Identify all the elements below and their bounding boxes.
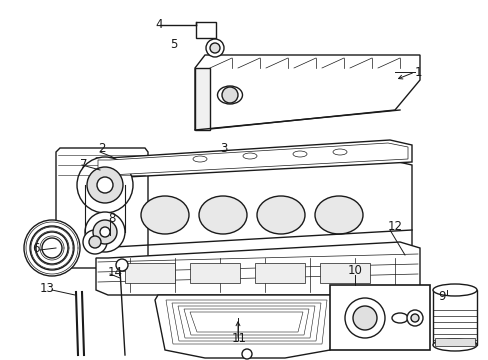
Text: 9: 9	[437, 289, 445, 302]
Polygon shape	[195, 68, 209, 130]
Text: 1: 1	[414, 66, 422, 78]
Polygon shape	[178, 306, 314, 338]
Ellipse shape	[217, 86, 242, 104]
Bar	[432, 290, 476, 345]
Circle shape	[345, 298, 384, 338]
Circle shape	[42, 238, 62, 258]
Polygon shape	[96, 242, 419, 295]
Circle shape	[410, 314, 418, 322]
Polygon shape	[96, 140, 411, 178]
Circle shape	[36, 232, 68, 264]
Ellipse shape	[141, 196, 189, 234]
Circle shape	[209, 43, 220, 53]
Circle shape	[77, 157, 133, 213]
Bar	[329, 285, 429, 350]
Bar	[196, 22, 216, 38]
Ellipse shape	[391, 313, 407, 323]
Text: 4: 4	[155, 18, 162, 31]
Text: 12: 12	[387, 220, 402, 233]
Bar	[190, 263, 240, 283]
Ellipse shape	[314, 196, 362, 234]
Circle shape	[85, 212, 125, 252]
Circle shape	[87, 167, 123, 203]
Circle shape	[406, 310, 422, 326]
Polygon shape	[190, 312, 303, 332]
Circle shape	[89, 236, 101, 248]
Text: 14: 14	[108, 266, 123, 279]
Text: 3: 3	[220, 141, 227, 154]
Polygon shape	[172, 303, 320, 341]
Circle shape	[205, 39, 224, 57]
Text: 10: 10	[347, 264, 362, 276]
Circle shape	[30, 226, 74, 270]
Text: 13: 13	[40, 282, 55, 294]
Circle shape	[222, 87, 238, 103]
Ellipse shape	[292, 151, 306, 157]
Ellipse shape	[199, 196, 246, 234]
Text: 6: 6	[32, 242, 40, 255]
Text: 11: 11	[231, 332, 246, 345]
Text: 8: 8	[108, 211, 115, 225]
Circle shape	[116, 259, 128, 271]
Polygon shape	[195, 55, 419, 130]
Bar	[319, 263, 369, 283]
Bar	[434, 338, 474, 346]
Text: 2: 2	[98, 141, 105, 154]
Polygon shape	[155, 295, 339, 358]
Bar	[125, 263, 175, 283]
Circle shape	[352, 306, 376, 330]
Text: 5: 5	[170, 37, 177, 50]
Circle shape	[100, 227, 110, 237]
Polygon shape	[98, 143, 407, 175]
Polygon shape	[96, 160, 411, 258]
Circle shape	[24, 220, 80, 276]
Ellipse shape	[432, 339, 476, 351]
Ellipse shape	[432, 284, 476, 296]
Ellipse shape	[193, 156, 206, 162]
Polygon shape	[56, 148, 148, 268]
Circle shape	[242, 349, 251, 359]
Polygon shape	[183, 309, 308, 335]
Ellipse shape	[257, 196, 305, 234]
Ellipse shape	[243, 153, 257, 159]
Polygon shape	[165, 300, 326, 344]
Ellipse shape	[332, 149, 346, 155]
Circle shape	[93, 220, 117, 244]
Circle shape	[97, 177, 113, 193]
Text: 7: 7	[80, 158, 87, 171]
Bar	[254, 263, 305, 283]
Circle shape	[83, 230, 107, 254]
